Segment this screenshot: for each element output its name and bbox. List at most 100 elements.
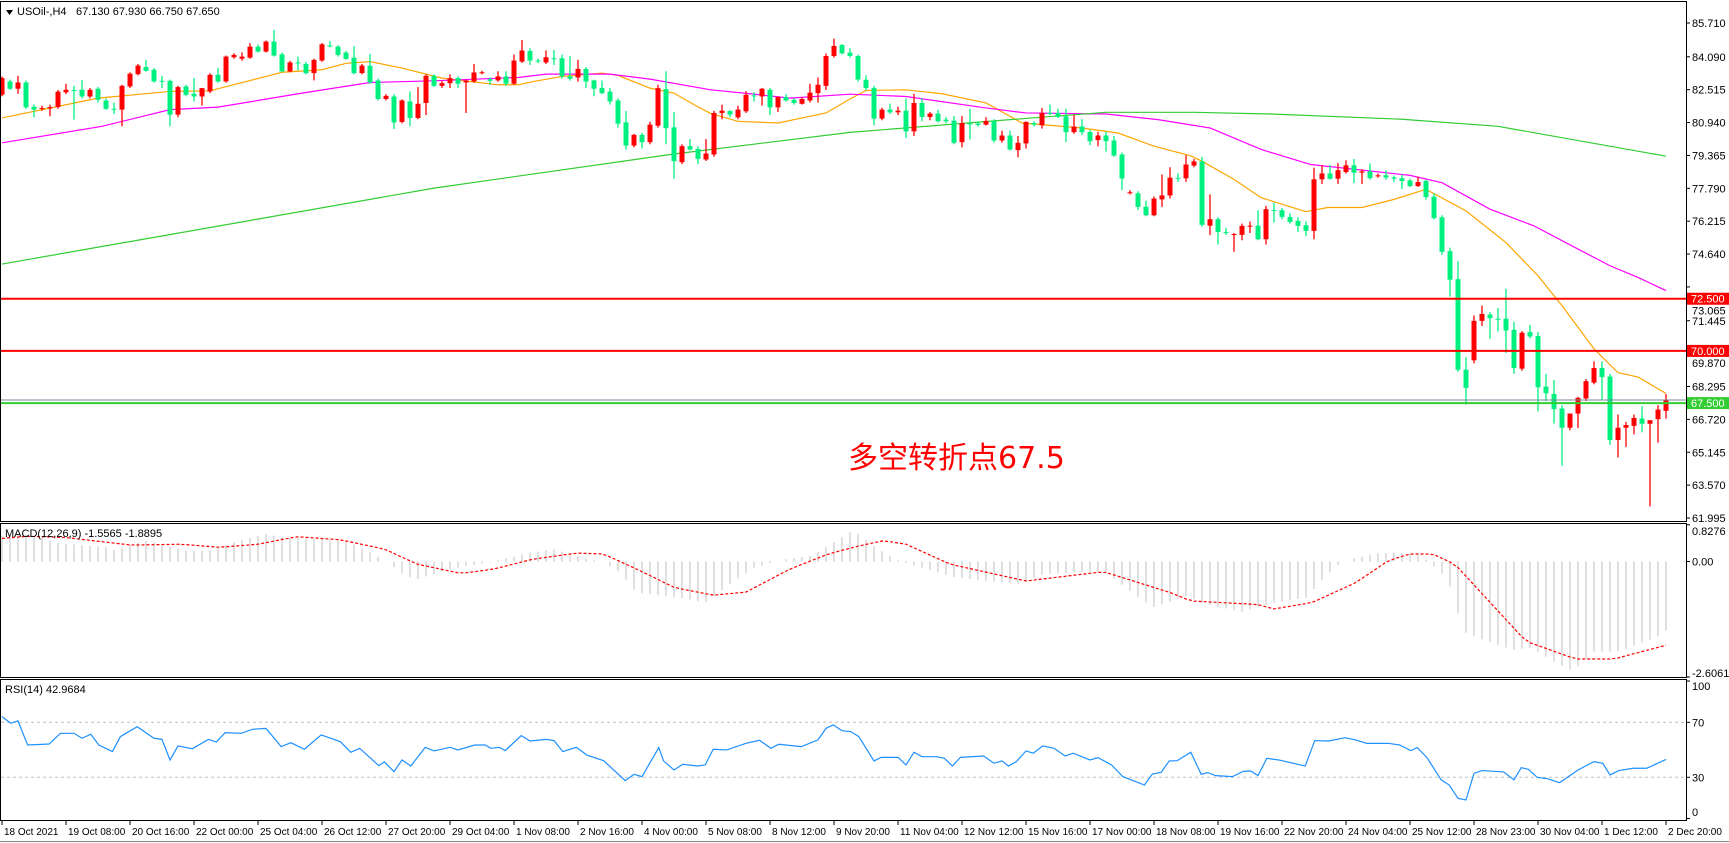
candle-bearish[interactable]: [1559, 405, 1565, 466]
candle-bearish[interactable]: [1103, 131, 1109, 152]
candle-bullish[interactable]: [287, 60, 293, 73]
candle-bearish[interactable]: [583, 67, 589, 88]
candle-bullish[interactable]: [831, 38, 837, 58]
candle-bearish[interactable]: [559, 54, 565, 79]
candle-bearish[interactable]: [95, 86, 101, 103]
candle-bullish[interactable]: [1591, 361, 1597, 385]
candle-bullish[interactable]: [199, 88, 205, 106]
candle-bearish[interactable]: [919, 98, 925, 122]
candle-bullish[interactable]: [1231, 232, 1237, 252]
candle-bearish[interactable]: [535, 58, 541, 64]
rsi-plot-area[interactable]: [1, 716, 1686, 801]
candle-bearish[interactable]: [567, 55, 573, 81]
candle-bullish[interactable]: [1575, 396, 1581, 429]
candle-bullish[interactable]: [1015, 135, 1021, 158]
candle-bullish[interactable]: [311, 58, 317, 81]
candle-bearish[interactable]: [1439, 215, 1445, 255]
candle-bearish[interactable]: [855, 54, 861, 82]
candle-bearish[interactable]: [551, 49, 557, 65]
candle-bullish[interactable]: [447, 74, 453, 88]
candle-bearish[interactable]: [431, 74, 437, 87]
candle-bearish[interactable]: [1143, 200, 1149, 217]
candle-bearish[interactable]: [1463, 357, 1469, 405]
candle-bearish[interactable]: [623, 110, 629, 150]
candle-bearish[interactable]: [1295, 217, 1301, 232]
candle-bearish[interactable]: [335, 45, 341, 57]
candle-bullish[interactable]: [775, 96, 781, 112]
candle-bearish[interactable]: [31, 104, 37, 118]
candle-bearish[interactable]: [1055, 108, 1061, 119]
candle-bullish[interactable]: [207, 73, 213, 94]
candle-bullish[interactable]: [1631, 414, 1637, 435]
candle-bearish[interactable]: [71, 85, 77, 120]
candle-bearish[interactable]: [1399, 174, 1405, 190]
candle-bullish[interactable]: [119, 84, 125, 127]
candle-bearish[interactable]: [943, 117, 949, 124]
candle-bearish[interactable]: [887, 103, 893, 115]
candle-bearish[interactable]: [1391, 175, 1397, 182]
triangle-down-icon[interactable]: [6, 10, 13, 15]
candle-bearish[interactable]: [1271, 202, 1277, 223]
candle-bearish[interactable]: [663, 71, 669, 145]
candle-bullish[interactable]: [223, 55, 229, 83]
candle-bullish[interactable]: [1247, 221, 1253, 233]
candle-bullish[interactable]: [383, 94, 389, 101]
candle-bullish[interactable]: [1023, 121, 1029, 149]
candle-bullish[interactable]: [1615, 414, 1621, 458]
candle-bullish[interactable]: [999, 130, 1005, 143]
price-axis[interactable]: 85.710 84.090 82.515 80.940 79.365 77.790 76.2…: [1686, 18, 1729, 525]
candle-bullish[interactable]: [1647, 420, 1653, 507]
candle-bearish[interactable]: [991, 119, 997, 143]
candle-bullish[interactable]: [127, 72, 133, 88]
candle-bullish[interactable]: [1167, 167, 1173, 199]
candle-bearish[interactable]: [375, 78, 381, 101]
candle-bullish[interactable]: [879, 107, 885, 121]
candle-bullish[interactable]: [679, 144, 685, 165]
candle-bearish[interactable]: [975, 121, 981, 127]
candle-bullish[interactable]: [735, 105, 741, 120]
candle-bearish[interactable]: [1175, 173, 1181, 182]
candle-bullish[interactable]: [439, 80, 445, 88]
candle-bullish[interactable]: [1263, 205, 1269, 245]
candle-bearish[interactable]: [1543, 373, 1549, 402]
candle-bearish[interactable]: [1383, 170, 1389, 180]
candle-bearish[interactable]: [1199, 156, 1205, 227]
candle-bearish[interactable]: [1639, 406, 1645, 433]
candle-bearish[interactable]: [1303, 221, 1309, 237]
candle-bullish[interactable]: [423, 74, 429, 116]
candle-bearish[interactable]: [1423, 179, 1429, 200]
candle-bearish[interactable]: [791, 98, 797, 105]
candle-bullish[interactable]: [1343, 160, 1349, 174]
candle-bullish[interactable]: [1311, 167, 1317, 240]
candle-bullish[interactable]: [1039, 107, 1045, 129]
candle-bearish[interactable]: [1279, 207, 1285, 220]
candle-bearish[interactable]: [255, 44, 261, 53]
candle-bullish[interactable]: [719, 104, 725, 120]
candle-bullish[interactable]: [463, 79, 469, 113]
candle-bearish[interactable]: [951, 116, 957, 145]
candle-bearish[interactable]: [727, 109, 733, 118]
candle-bullish[interactable]: [895, 106, 901, 116]
candle-bearish[interactable]: [1007, 130, 1013, 151]
candle-bullish[interactable]: [823, 53, 829, 91]
candle-bullish[interactable]: [1183, 155, 1189, 182]
candle-bearish[interactable]: [751, 92, 757, 102]
candle-bullish[interactable]: [1207, 194, 1213, 236]
candle-bearish[interactable]: [767, 87, 773, 116]
candle-bearish[interactable]: [847, 48, 853, 58]
candle-bearish[interactable]: [79, 79, 85, 99]
candle-bullish[interactable]: [799, 97, 805, 105]
candle-bullish[interactable]: [359, 63, 365, 75]
candle-bearish[interactable]: [343, 50, 349, 60]
candle-bearish[interactable]: [695, 146, 701, 165]
candle-bearish[interactable]: [1367, 163, 1373, 180]
candle-bullish[interactable]: [263, 40, 269, 53]
candle-bearish[interactable]: [279, 52, 285, 73]
candle-bearish[interactable]: [1047, 104, 1053, 116]
candle-bullish[interactable]: [1127, 190, 1133, 195]
candle-bullish[interactable]: [175, 85, 181, 118]
candle-bearish[interactable]: [167, 79, 173, 127]
candle-bearish[interactable]: [863, 75, 869, 91]
candle-bearish[interactable]: [871, 85, 877, 126]
time-axis[interactable]: 18 Oct 2021 19 Oct 08:00 20 Oct 16:00 22 Oc…: [1, 821, 1722, 838]
